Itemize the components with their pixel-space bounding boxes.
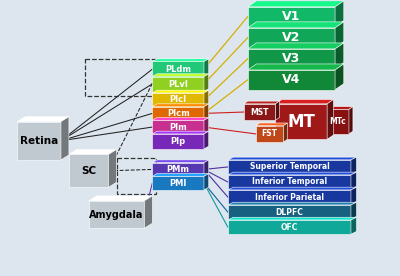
- Polygon shape: [204, 131, 209, 149]
- FancyBboxPatch shape: [256, 126, 284, 142]
- Text: OFC: OFC: [281, 222, 298, 232]
- Polygon shape: [276, 101, 280, 120]
- Polygon shape: [17, 117, 69, 122]
- Text: MTc: MTc: [330, 117, 346, 126]
- Polygon shape: [335, 22, 344, 47]
- Text: MT: MT: [287, 113, 315, 131]
- Polygon shape: [204, 104, 209, 120]
- FancyBboxPatch shape: [228, 220, 351, 234]
- Text: V4: V4: [282, 73, 300, 86]
- Polygon shape: [204, 118, 209, 134]
- Polygon shape: [152, 118, 209, 120]
- Polygon shape: [248, 64, 344, 70]
- Text: DLPFC: DLPFC: [276, 208, 303, 217]
- FancyBboxPatch shape: [17, 122, 61, 160]
- Polygon shape: [204, 174, 209, 190]
- Polygon shape: [248, 22, 344, 28]
- FancyBboxPatch shape: [89, 201, 144, 228]
- Text: Inferior Parietal: Inferior Parietal: [255, 193, 324, 201]
- FancyBboxPatch shape: [248, 49, 335, 69]
- Polygon shape: [248, 1, 344, 7]
- Text: Plp: Plp: [170, 137, 186, 146]
- FancyBboxPatch shape: [244, 104, 276, 120]
- Polygon shape: [335, 64, 344, 90]
- Text: Plm: Plm: [169, 123, 187, 132]
- FancyBboxPatch shape: [228, 160, 351, 174]
- FancyBboxPatch shape: [228, 205, 351, 219]
- Polygon shape: [152, 131, 209, 134]
- Text: Retina: Retina: [20, 136, 58, 146]
- Polygon shape: [228, 217, 356, 220]
- Polygon shape: [109, 150, 116, 187]
- Polygon shape: [335, 43, 344, 69]
- Polygon shape: [204, 160, 209, 176]
- Polygon shape: [351, 202, 356, 219]
- Text: Inferior Temporal: Inferior Temporal: [252, 177, 327, 187]
- Polygon shape: [327, 107, 353, 109]
- FancyBboxPatch shape: [152, 107, 204, 120]
- FancyBboxPatch shape: [248, 70, 335, 90]
- Text: Plcl: Plcl: [170, 95, 187, 104]
- Polygon shape: [204, 74, 209, 92]
- Polygon shape: [351, 172, 356, 189]
- FancyBboxPatch shape: [152, 62, 204, 76]
- Polygon shape: [349, 107, 353, 134]
- FancyBboxPatch shape: [152, 134, 204, 149]
- Polygon shape: [204, 90, 209, 107]
- FancyBboxPatch shape: [152, 93, 204, 107]
- Polygon shape: [248, 43, 344, 49]
- Text: Plcm: Plcm: [167, 109, 190, 118]
- Text: PLdm: PLdm: [165, 65, 191, 73]
- FancyBboxPatch shape: [152, 176, 204, 190]
- Polygon shape: [152, 59, 209, 62]
- Polygon shape: [276, 99, 334, 104]
- Polygon shape: [69, 150, 116, 154]
- FancyBboxPatch shape: [228, 175, 351, 189]
- Text: MST: MST: [250, 108, 269, 116]
- Text: FST: FST: [262, 129, 278, 138]
- Polygon shape: [351, 187, 356, 204]
- FancyBboxPatch shape: [152, 120, 204, 134]
- Text: Amygdala: Amygdala: [89, 209, 144, 219]
- Polygon shape: [351, 157, 356, 174]
- Polygon shape: [284, 123, 287, 142]
- FancyBboxPatch shape: [248, 28, 335, 47]
- Text: V3: V3: [282, 52, 300, 65]
- Polygon shape: [152, 104, 209, 107]
- FancyBboxPatch shape: [152, 163, 204, 176]
- Polygon shape: [228, 157, 356, 160]
- Polygon shape: [152, 90, 209, 93]
- Text: PLvl: PLvl: [168, 79, 188, 89]
- Polygon shape: [351, 217, 356, 234]
- Polygon shape: [144, 196, 152, 228]
- Text: PMl: PMl: [170, 179, 187, 188]
- Polygon shape: [327, 99, 334, 139]
- Polygon shape: [152, 174, 209, 176]
- FancyBboxPatch shape: [248, 7, 335, 26]
- Polygon shape: [256, 123, 287, 126]
- Polygon shape: [228, 202, 356, 205]
- FancyBboxPatch shape: [69, 154, 109, 187]
- FancyBboxPatch shape: [152, 76, 204, 92]
- Text: Superior Temporal: Superior Temporal: [250, 163, 329, 171]
- Polygon shape: [244, 101, 280, 104]
- Text: V2: V2: [282, 31, 300, 44]
- Text: V1: V1: [282, 10, 300, 23]
- FancyBboxPatch shape: [228, 190, 351, 204]
- Polygon shape: [335, 1, 344, 26]
- Polygon shape: [228, 187, 356, 190]
- Polygon shape: [204, 59, 209, 76]
- Polygon shape: [152, 74, 209, 76]
- FancyBboxPatch shape: [327, 109, 349, 134]
- FancyBboxPatch shape: [276, 104, 327, 139]
- Polygon shape: [61, 117, 69, 160]
- Polygon shape: [152, 160, 209, 163]
- Text: PMm: PMm: [167, 165, 190, 174]
- Polygon shape: [228, 172, 356, 175]
- Text: SC: SC: [81, 166, 96, 176]
- Polygon shape: [89, 196, 152, 201]
